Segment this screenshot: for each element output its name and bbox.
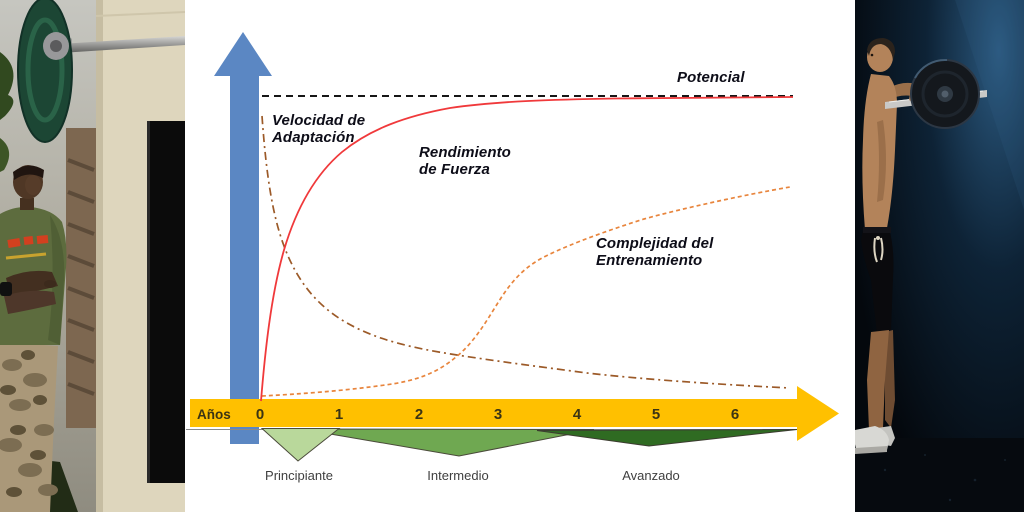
tshirt-shade [48, 215, 65, 345]
right-photo-squat [855, 0, 1024, 512]
head [867, 42, 893, 72]
x-axis-label: Años [197, 407, 231, 422]
front-leg [867, 330, 889, 430]
back-leg [885, 330, 895, 428]
floor-specks [883, 454, 1006, 502]
palm-trunk-texture [67, 158, 95, 396]
palm-frond-small [0, 138, 10, 172]
velocidad-adaptacion-curve [261, 115, 791, 389]
barbell-bar [60, 36, 185, 53]
x-axis-arrow [190, 386, 839, 441]
tick-5: 5 [652, 406, 660, 423]
left-photo-weightlifter [0, 0, 185, 512]
barbell [17, 0, 185, 143]
phase-avanzado-triangle [536, 429, 798, 447]
wall-corner-shade [96, 0, 103, 512]
doorway-edge [147, 121, 150, 483]
tick-1: 1 [335, 406, 343, 423]
right-photo-scene [855, 0, 1024, 512]
phase-label-avanzado: Avanzado [622, 468, 680, 483]
abs-shading [877, 120, 886, 202]
shirt-print-red [7, 235, 49, 248]
shirt-print-yellow [5, 252, 47, 260]
annotation-rendimiento-fuerza: Rendimiento de Fuerza [419, 144, 511, 178]
phase-label-principiante: Principiante [265, 468, 333, 483]
plate-rim-highlight [914, 58, 948, 79]
tick-4: 4 [573, 406, 582, 423]
chart-canvas: Años 0 1 2 3 4 5 6 Principiante Intermed… [186, 32, 839, 483]
annotation-complejidad-entrenamiento: Complejidad del Entrenamiento [596, 235, 714, 269]
annotation-velocidad-adaptacion: Velocidad de Adaptación [272, 112, 366, 146]
marine-figure [0, 165, 67, 512]
drawstring-left [873, 237, 878, 263]
plate-ring [25, 17, 65, 123]
face-highlight [25, 175, 41, 195]
phase-intermedio-triangle [300, 428, 595, 457]
black-shorts [861, 228, 894, 334]
rendimiento-fuerza-curve [260, 96, 794, 402]
neck [20, 198, 34, 210]
eye [870, 53, 874, 57]
front-shoe [855, 426, 889, 452]
plate-hub-center [941, 90, 949, 98]
hair [867, 38, 895, 60]
left-photo-scene [0, 0, 185, 512]
palm-trunk [66, 128, 98, 428]
light-beam [955, 0, 1024, 210]
palm-frond [0, 52, 14, 120]
camo-pattern-dark [0, 350, 47, 497]
y-axis-arrow [214, 32, 272, 444]
hair [13, 165, 44, 180]
plate-hub-center [50, 40, 62, 52]
shoe-sole [855, 446, 887, 454]
plate-ring [921, 70, 969, 118]
phase-label-intermedio: Intermedio [427, 468, 488, 483]
hand [44, 280, 56, 288]
drawstring-knot [876, 236, 880, 240]
tick-2: 2 [415, 406, 423, 423]
dark-doorway [149, 121, 185, 483]
camo-pattern [0, 359, 58, 496]
phase-principiante-triangle [260, 428, 341, 462]
tick-6: 6 [731, 406, 739, 423]
annotation-potencial: Potencial [677, 69, 745, 86]
crossed-arm-upper [6, 270, 58, 296]
athlete-figure [855, 38, 987, 454]
training-adaptation-chart: Años 0 1 2 3 4 5 6 Principiante Intermed… [185, 0, 855, 512]
crossed-arm-lower [4, 290, 56, 314]
wristband [0, 282, 12, 296]
tick-3: 3 [494, 406, 502, 423]
wall-seam [95, 11, 185, 17]
drawstring-right [880, 237, 884, 261]
complejidad-entrenamiento-curve [261, 186, 791, 397]
tick-0: 0 [256, 406, 264, 423]
waistband [863, 227, 891, 233]
